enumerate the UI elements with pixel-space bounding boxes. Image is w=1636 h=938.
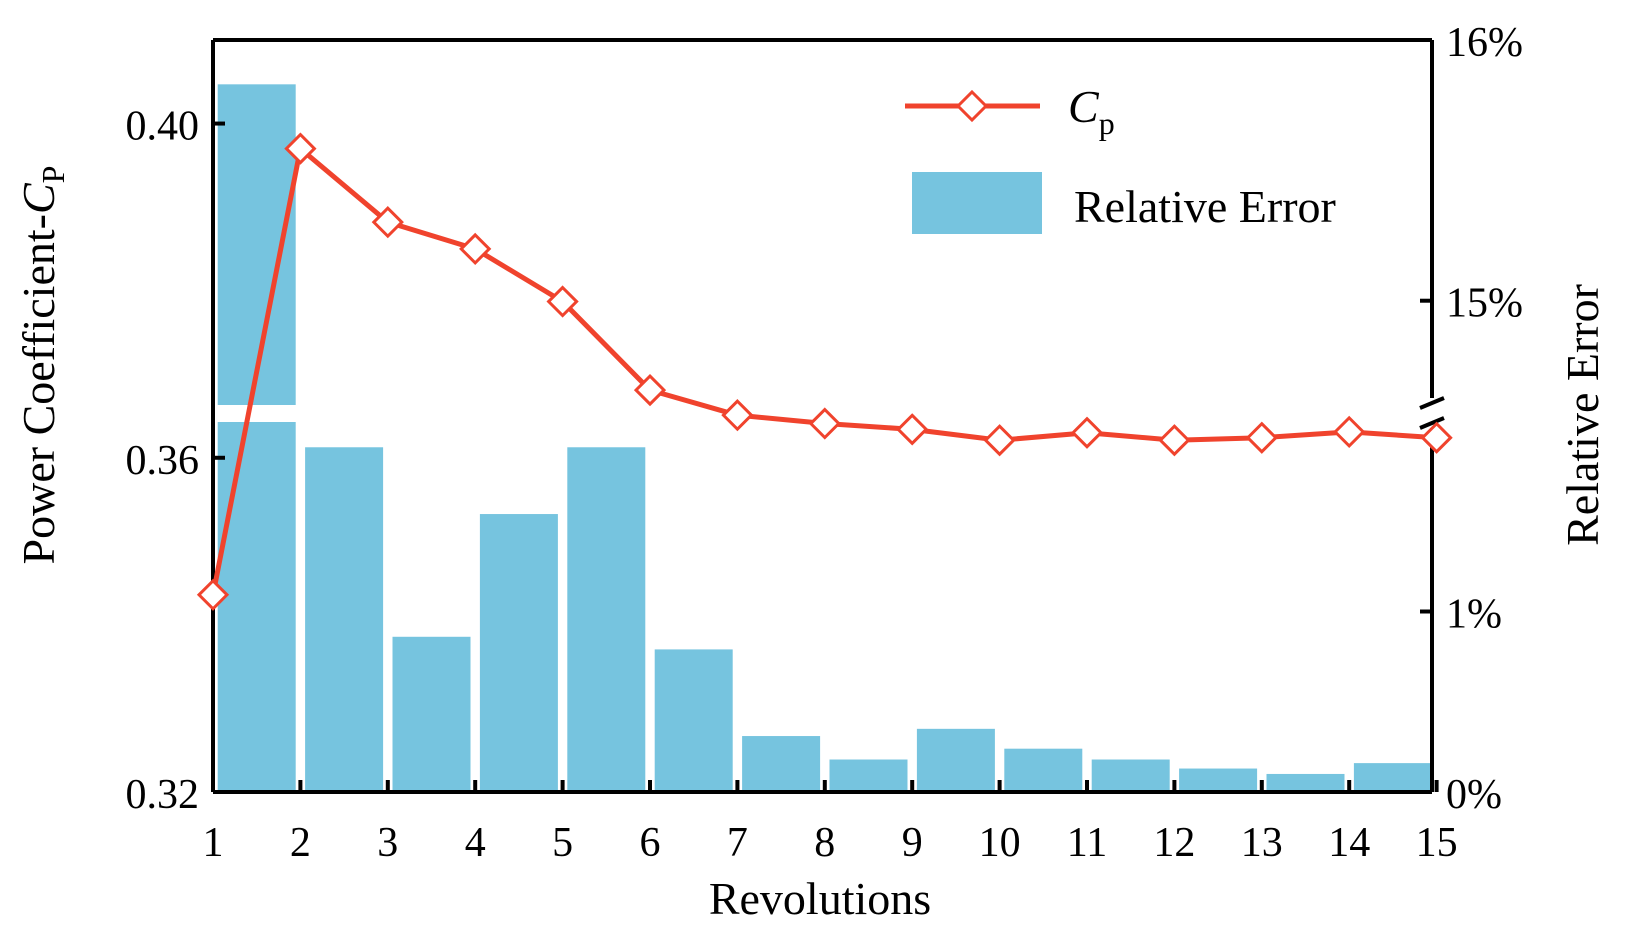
x-tick-label: 4 <box>465 820 486 866</box>
legend-relative-error-label: Relative Error <box>1074 181 1336 232</box>
bar <box>916 728 995 792</box>
x-tick-label: 9 <box>902 820 923 866</box>
x-axis-title: Revolutions <box>709 873 931 924</box>
x-tick-label: 14 <box>1328 820 1370 866</box>
bar <box>654 649 733 792</box>
x-tick-label: 2 <box>290 820 311 866</box>
cp-point <box>284 132 317 165</box>
y-left-tick-label: 0.40 <box>126 104 200 150</box>
cp-point <box>1070 416 1104 449</box>
x-tick-label: 15 <box>1416 820 1458 866</box>
bar <box>829 759 908 792</box>
y-right-tick-label: 15% <box>1446 281 1523 327</box>
axis-break-mark <box>1419 396 1445 410</box>
cp-point <box>1158 424 1191 457</box>
cp-point <box>808 407 841 440</box>
y-right-tick-label: 16% <box>1446 20 1523 66</box>
x-tick-label: 7 <box>727 820 748 866</box>
x-tick-label: 10 <box>979 820 1021 866</box>
legend: Cp Relative Error <box>905 81 1336 234</box>
x-tick-label: 3 <box>377 820 398 866</box>
bar <box>392 636 471 792</box>
cp-point <box>1245 421 1278 454</box>
cp-point <box>1420 421 1453 454</box>
bar <box>1004 748 1083 792</box>
y-left-tick-label: 0.36 <box>126 438 200 484</box>
y-axis-left-title: Power Coefficient-CP <box>13 166 71 565</box>
bar <box>305 447 384 792</box>
x-tick-label: 13 <box>1241 820 1283 866</box>
x-tick-label: 12 <box>1153 820 1195 866</box>
legend-cp-label: Cp <box>1068 81 1115 141</box>
x-tick-label: 5 <box>552 820 573 866</box>
x-tick-label: 6 <box>640 820 661 866</box>
x-tick-label: 11 <box>1067 820 1107 866</box>
axis-break-mark <box>1419 416 1445 430</box>
bar <box>1179 768 1258 792</box>
cp-point <box>1333 415 1366 448</box>
bar <box>742 736 821 792</box>
relative-error-bars <box>217 84 1432 792</box>
bar <box>1353 763 1432 792</box>
legend-relative-error-swatch <box>912 172 1042 234</box>
axes: 1 2 3 4 5 6 7 8 9 10 11 12 13 14 150.320.360.400%1%15%… <box>126 20 1524 866</box>
cp-point <box>196 578 230 611</box>
cp-point <box>721 399 754 432</box>
cp-point <box>983 424 1016 457</box>
y-right-tick-label: 1% <box>1446 592 1502 638</box>
bar-lower-segment <box>217 422 296 792</box>
y-right-tick-label: 0% <box>1446 772 1502 818</box>
bar <box>567 447 646 792</box>
x-tick-label: 8 <box>814 820 835 866</box>
cp-point <box>633 373 667 407</box>
legend-cp-marker-icon <box>955 89 989 123</box>
cp-point <box>459 232 492 266</box>
bar <box>1266 773 1345 792</box>
x-tick-label: 1 <box>203 820 224 866</box>
bar <box>479 514 558 792</box>
cp-point <box>371 206 404 239</box>
y-axis-right-title: Relative Error <box>1557 284 1608 546</box>
cp-point <box>546 285 579 318</box>
y-left-tick-label: 0.32 <box>126 772 200 818</box>
bar <box>1091 759 1170 792</box>
cp-point <box>896 413 929 446</box>
cp-line-series <box>196 132 1453 611</box>
